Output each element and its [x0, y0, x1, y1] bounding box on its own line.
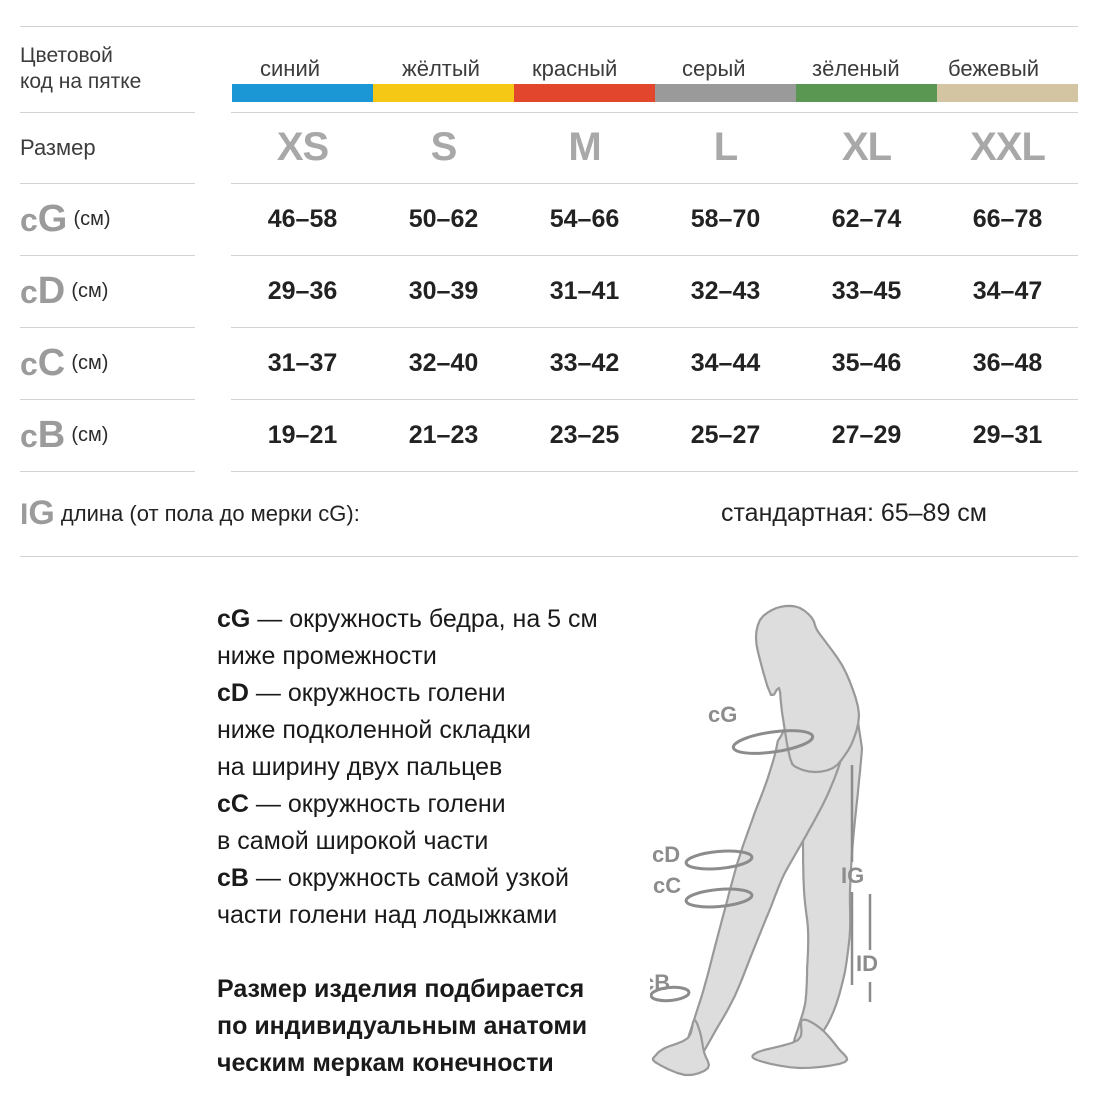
svg-text:cD: cD — [652, 842, 680, 867]
svg-text:cC: cC — [653, 873, 681, 898]
svg-text:cG: cG — [708, 702, 737, 727]
svg-text:cB: cB — [650, 970, 670, 995]
svg-text:IG: IG — [841, 863, 864, 888]
svg-text:ID: ID — [856, 951, 878, 976]
